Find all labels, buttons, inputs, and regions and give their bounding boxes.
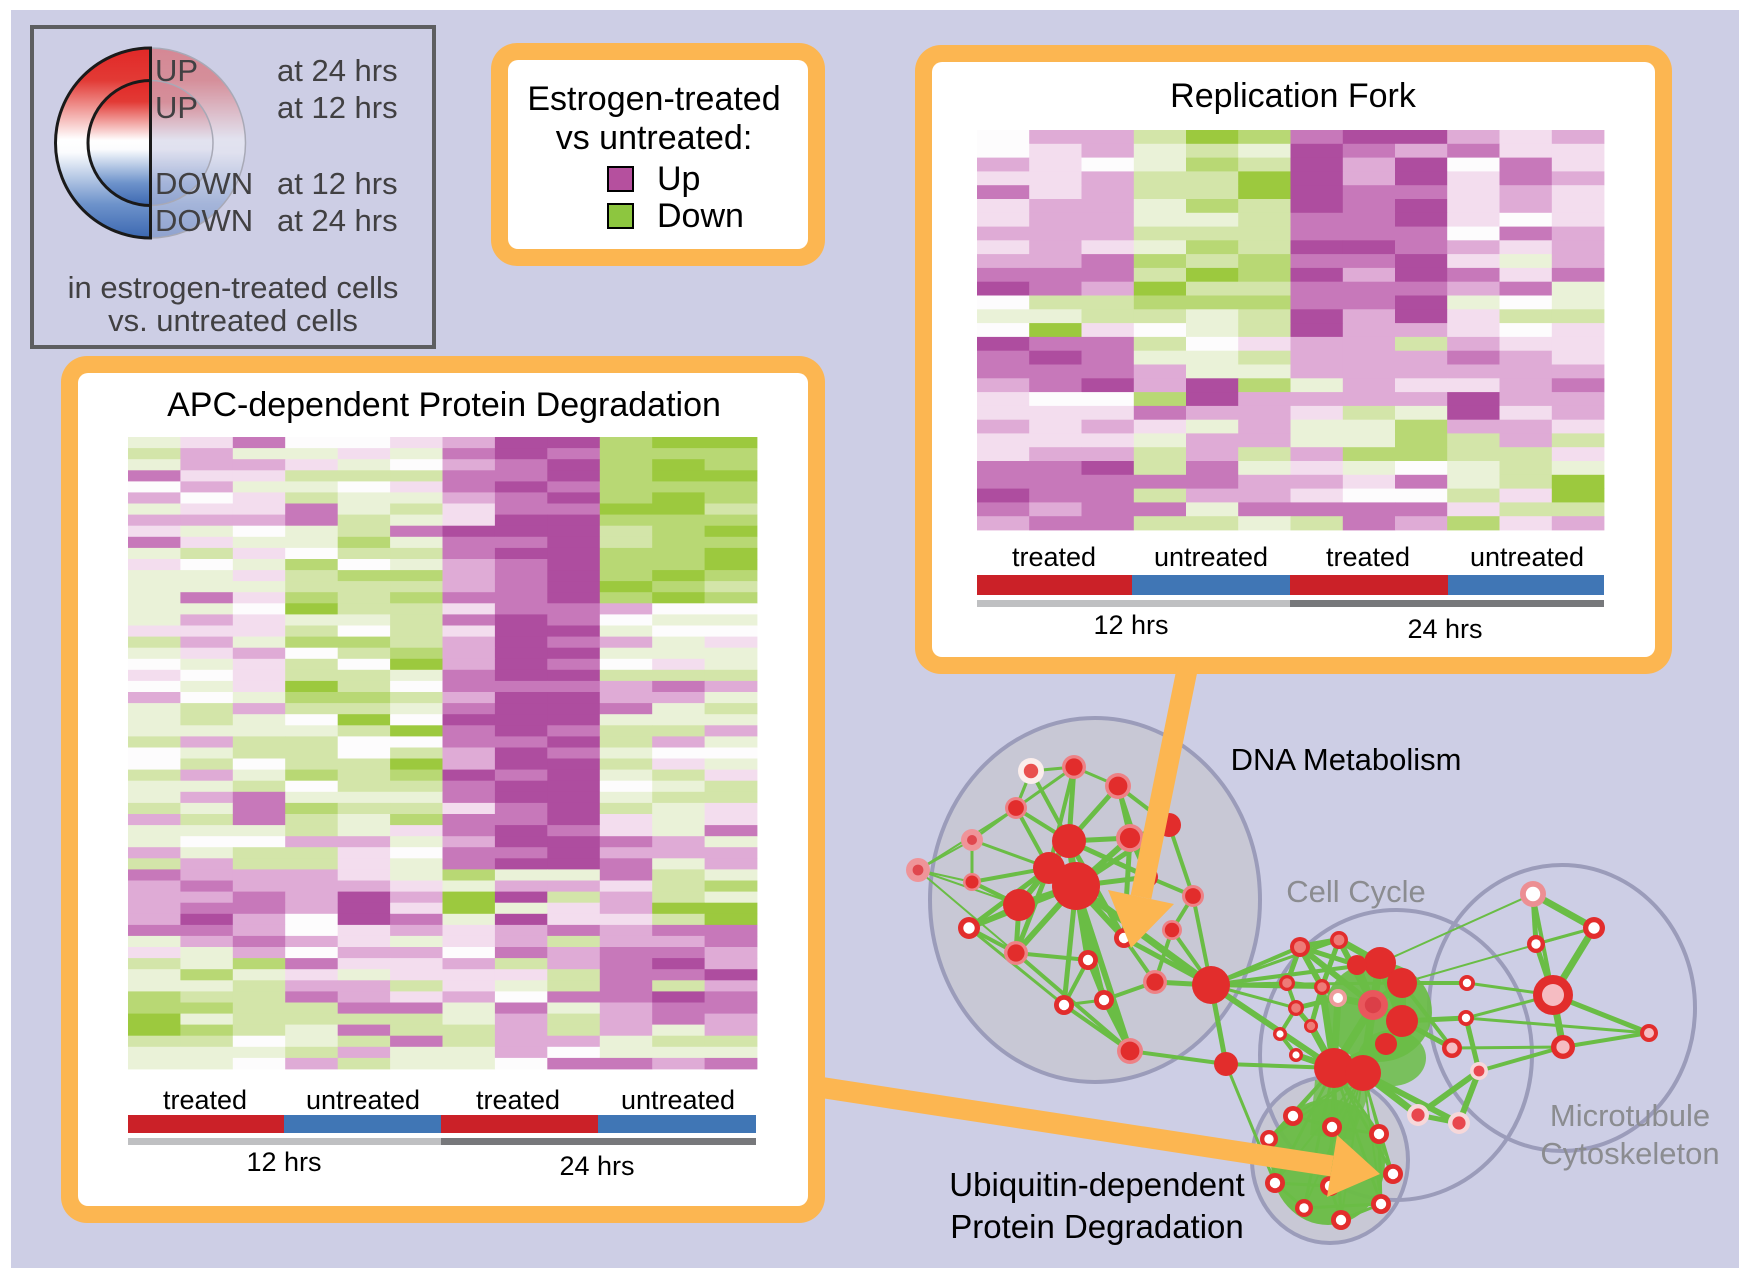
svg-text:at 24 hrs: at 24 hrs xyxy=(277,53,398,88)
svg-text:at 12 hrs: at 12 hrs xyxy=(277,166,398,201)
svg-text:treated: treated xyxy=(1326,542,1410,572)
svg-text:DOWN: DOWN xyxy=(155,166,253,201)
svg-text:treated: treated xyxy=(1012,542,1096,572)
svg-text:DNA Metabolism: DNA Metabolism xyxy=(1231,742,1462,777)
svg-text:treated: treated xyxy=(163,1085,247,1115)
svg-text:untreated: untreated xyxy=(1470,542,1584,572)
svg-text:12 hrs: 12 hrs xyxy=(246,1147,321,1177)
svg-text:in estrogen-treated cells: in estrogen-treated cells xyxy=(68,270,399,305)
svg-text:untreated: untreated xyxy=(306,1085,420,1115)
svg-text:APC-dependent Protein Degradat: APC-dependent Protein Degradation xyxy=(167,386,721,424)
svg-text:DOWN: DOWN xyxy=(155,203,253,238)
svg-text:untreated: untreated xyxy=(1154,542,1268,572)
svg-text:at 12 hrs: at 12 hrs xyxy=(277,90,398,125)
svg-text:vs. untreated cells: vs. untreated cells xyxy=(108,303,358,338)
svg-text:UP: UP xyxy=(155,53,198,88)
svg-text:treated: treated xyxy=(476,1085,560,1115)
svg-text:12 hrs: 12 hrs xyxy=(1093,610,1168,640)
svg-text:Protein Degradation: Protein Degradation xyxy=(950,1208,1244,1245)
svg-text:UP: UP xyxy=(155,90,198,125)
svg-text:Estrogen-treated: Estrogen-treated xyxy=(527,80,780,118)
svg-text:Up: Up xyxy=(657,160,700,198)
svg-text:Microtubule: Microtubule xyxy=(1550,1098,1710,1133)
svg-text:Replication Fork: Replication Fork xyxy=(1170,77,1417,115)
svg-text:Down: Down xyxy=(657,197,744,235)
svg-text:Cell Cycle: Cell Cycle xyxy=(1286,874,1426,909)
svg-text:untreated: untreated xyxy=(621,1085,735,1115)
svg-text:vs untreated:: vs untreated: xyxy=(556,119,753,157)
svg-text:24 hrs: 24 hrs xyxy=(559,1151,634,1181)
svg-text:at 24 hrs: at 24 hrs xyxy=(277,203,398,238)
svg-text:Ubiquitin-dependent: Ubiquitin-dependent xyxy=(949,1166,1244,1203)
svg-text:Cytoskeleton: Cytoskeleton xyxy=(1540,1136,1719,1171)
svg-text:24 hrs: 24 hrs xyxy=(1407,614,1482,644)
